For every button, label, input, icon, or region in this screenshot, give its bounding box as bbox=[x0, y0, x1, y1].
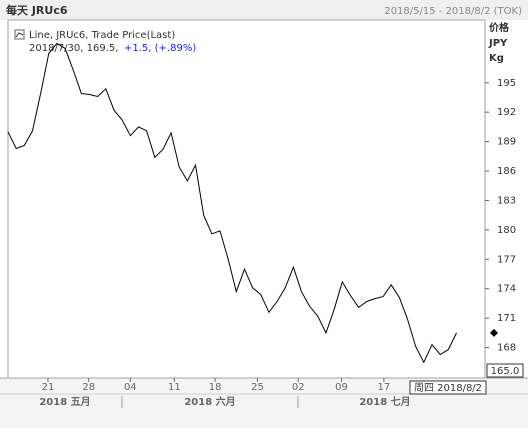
price-line bbox=[7, 42, 457, 364]
x-tick-label: 17 bbox=[378, 382, 391, 393]
last-value-marker bbox=[490, 328, 498, 337]
y-tick-label: 168 bbox=[497, 343, 516, 354]
y-tick-label: 171 bbox=[497, 313, 516, 324]
cursor-date-box bbox=[409, 380, 487, 395]
y-unit: JPY bbox=[488, 38, 508, 49]
plot-area bbox=[7, 19, 486, 379]
y-tick-label: 174 bbox=[497, 284, 516, 295]
date-range: 2018/5/15 - 2018/8/2 (TOK) bbox=[384, 6, 522, 17]
x-tick-label: 09 bbox=[335, 382, 348, 393]
y-unit: 价格 bbox=[489, 21, 510, 34]
legend-icon bbox=[14, 29, 25, 40]
y-unit: Kg bbox=[489, 53, 504, 64]
x-tick-label: 18 bbox=[209, 382, 222, 393]
cursor-value: 165.0 bbox=[491, 366, 520, 377]
x-tick-label: 04 bbox=[124, 382, 137, 393]
month-label: 2018 五月 bbox=[39, 396, 90, 408]
cursor-value-box bbox=[486, 363, 524, 378]
legend-title: Line, JRUc6, Trade Price(Last) bbox=[29, 30, 175, 41]
x-tick-label: 28 bbox=[82, 382, 95, 393]
x-tick-label: 21 bbox=[42, 382, 55, 393]
chart-title: 每天 JRUc6 bbox=[6, 3, 68, 17]
y-tick-label: 183 bbox=[497, 195, 516, 206]
legend-info: 2018/7/30, 169.5, bbox=[29, 43, 118, 54]
legend-change: +1.5, (+.89%) bbox=[124, 43, 196, 54]
month-label: 2018 七月 bbox=[359, 395, 410, 408]
title-bar bbox=[0, 0, 528, 20]
y-tick-label: 177 bbox=[497, 254, 516, 265]
cursor-date: 周四 2018/8/2 bbox=[414, 382, 482, 394]
x-tick-label: 25 bbox=[251, 382, 264, 393]
month-label: 2018 六月 bbox=[184, 395, 235, 408]
y-tick-label: 195 bbox=[497, 78, 516, 89]
y-tick-label: 192 bbox=[497, 107, 516, 118]
y-tick-label: 189 bbox=[497, 137, 516, 148]
x-tick-label: 02 bbox=[292, 382, 305, 393]
legend-icon-line bbox=[15, 32, 24, 38]
x-tick-label: 11 bbox=[168, 382, 181, 393]
y-tick-label: 180 bbox=[497, 225, 516, 236]
y-tick-label: 186 bbox=[497, 166, 516, 177]
